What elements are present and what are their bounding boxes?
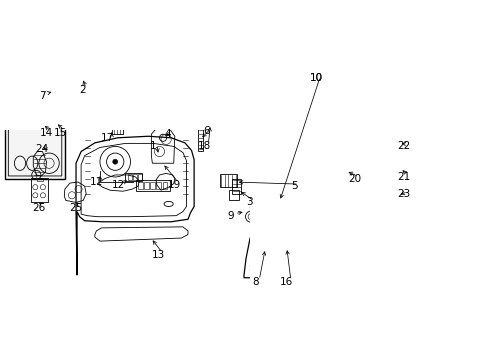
Text: 4: 4 — [164, 129, 171, 139]
Bar — [198, 124, 203, 150]
Text: 15: 15 — [54, 128, 67, 138]
Bar — [219, 175, 237, 187]
Bar — [232, 179, 241, 194]
Text: 11: 11 — [90, 177, 103, 187]
Text: 10: 10 — [309, 73, 322, 83]
Text: 14: 14 — [40, 128, 53, 138]
Bar — [150, 181, 155, 189]
Bar — [366, 139, 397, 147]
Text: 3: 3 — [245, 197, 252, 207]
Bar — [125, 173, 142, 181]
Text: 24: 24 — [35, 144, 48, 154]
Bar — [111, 127, 122, 134]
Bar — [135, 180, 170, 191]
Text: 20: 20 — [347, 174, 360, 184]
Bar — [138, 174, 142, 180]
Bar — [228, 190, 239, 201]
Text: 2: 2 — [79, 85, 85, 95]
Text: 10: 10 — [309, 73, 322, 83]
Text: 9: 9 — [227, 211, 234, 221]
Text: 7: 7 — [39, 90, 46, 100]
Text: 23: 23 — [396, 189, 409, 199]
Text: 18: 18 — [197, 141, 210, 152]
Text: 26: 26 — [32, 203, 45, 212]
Bar — [128, 174, 131, 180]
Text: 22: 22 — [396, 141, 409, 152]
Text: 17: 17 — [101, 133, 114, 143]
Bar — [254, 227, 275, 248]
Text: 12: 12 — [112, 180, 125, 190]
Bar — [144, 181, 148, 189]
Text: 13: 13 — [152, 250, 165, 260]
Text: 6: 6 — [203, 126, 209, 136]
Text: 1: 1 — [149, 141, 156, 152]
Bar — [138, 181, 142, 189]
Text: 16: 16 — [280, 277, 293, 287]
Bar — [156, 181, 161, 189]
Circle shape — [112, 159, 118, 164]
Text: 5: 5 — [291, 181, 298, 191]
Bar — [133, 174, 136, 180]
Text: 19: 19 — [168, 180, 181, 190]
Bar — [31, 178, 47, 202]
Text: 21: 21 — [396, 172, 409, 182]
Bar — [5, 124, 65, 179]
Bar — [162, 181, 167, 189]
Bar — [37, 178, 43, 181]
Text: 8: 8 — [251, 277, 258, 287]
Text: 25: 25 — [69, 203, 82, 212]
